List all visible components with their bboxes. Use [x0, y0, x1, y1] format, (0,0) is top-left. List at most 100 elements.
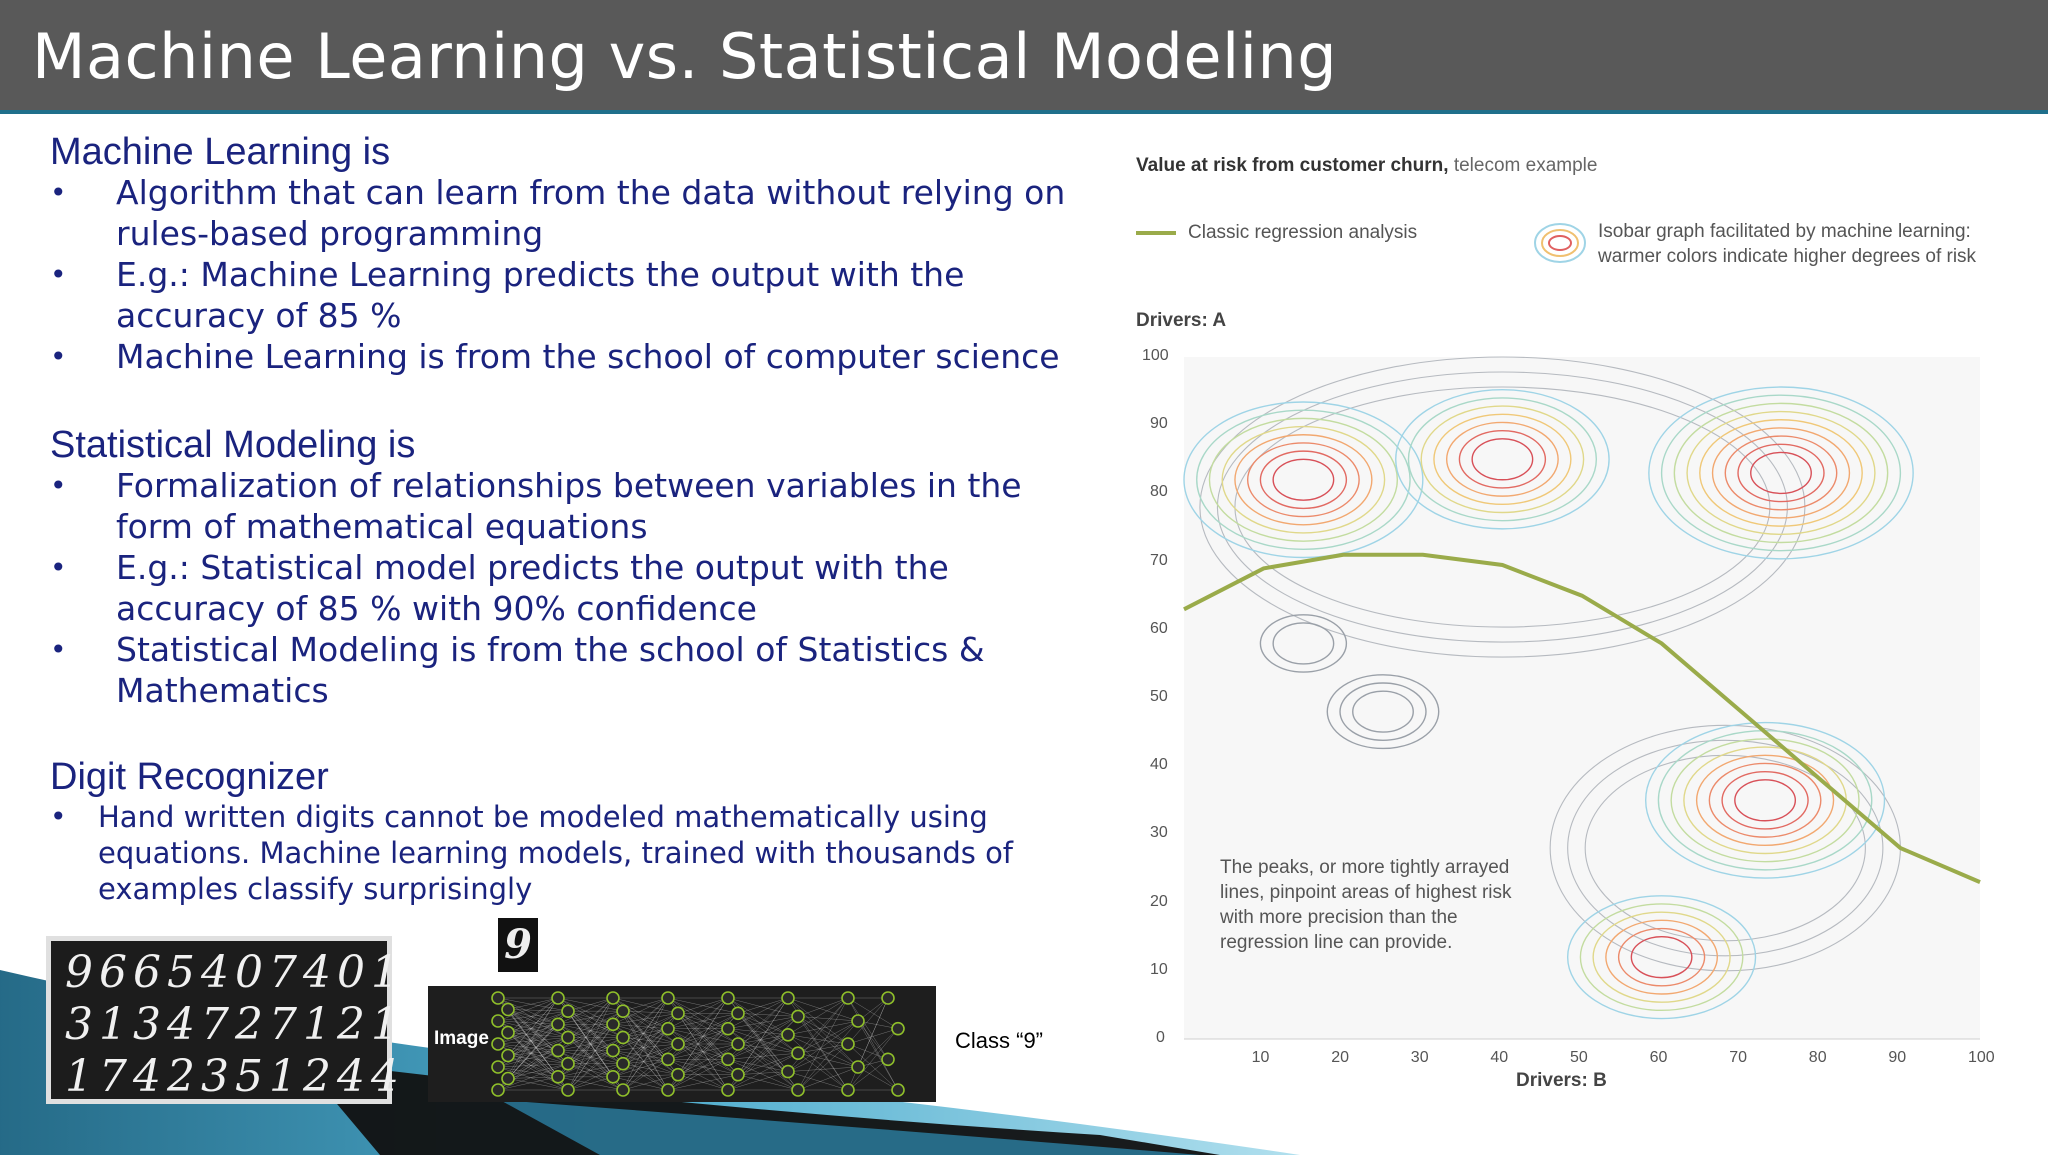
network-connection: [797, 1016, 849, 1091]
network-input-label: Image: [434, 1028, 489, 1049]
network-connection: [497, 1076, 559, 1091]
network-connection: [737, 1013, 789, 1072]
ml-bullet-list: Algorithm that can learn from the data w…: [50, 172, 1096, 377]
list-item: E.g.: Machine Learning predicts the outp…: [50, 254, 1096, 336]
network-connection: [787, 997, 859, 1068]
network-connection: [497, 1020, 559, 1025]
network-connection: [507, 1032, 559, 1078]
contour-line: [1711, 427, 1851, 519]
digit-row: 3134727121: [65, 999, 405, 1050]
network-connection: [787, 997, 849, 1035]
network-connection: [622, 1011, 669, 1060]
network-connection: [857, 1028, 899, 1068]
network-connection: [622, 1011, 669, 1091]
network-node: [881, 1052, 895, 1067]
network-connection: [727, 1059, 799, 1091]
network-connection: [797, 1053, 849, 1091]
network-node: [661, 991, 675, 1005]
network-node: [561, 1030, 575, 1045]
churn-risk-chart: Value at risk from customer churn, telec…: [1120, 145, 2000, 1105]
network-connection: [557, 997, 614, 1025]
network-connection: [787, 1034, 859, 1068]
network-connection: [787, 1066, 859, 1072]
network-connection: [737, 1034, 789, 1075]
contour-line: [1339, 682, 1427, 741]
slide-title: Machine Learning vs. Statistical Modelin…: [32, 20, 1338, 93]
network-connection: [667, 1059, 729, 1091]
network-connection: [622, 1013, 679, 1064]
network-connection: [797, 997, 849, 1054]
contour-line: [1352, 690, 1414, 733]
network-connection: [497, 1010, 569, 1022]
list-item: Machine Learning is from the school of c…: [50, 336, 1096, 377]
network-node: [791, 1046, 805, 1060]
network-node: [851, 1014, 865, 1028]
network-connection: [677, 997, 729, 1014]
contour-line: [1234, 386, 1771, 628]
y-tick-label: 0: [1156, 1029, 1165, 1046]
network-connection: [612, 1076, 669, 1091]
network-connection: [567, 1050, 614, 1091]
x-tick-label: 50: [1570, 1049, 1588, 1066]
network-connection: [667, 1074, 739, 1091]
network-connection: [727, 1053, 799, 1091]
contour-line: [1259, 450, 1348, 510]
contour-line: [1734, 779, 1797, 822]
network-connection: [847, 1043, 889, 1060]
network-node: [561, 1083, 575, 1097]
y-tick-label: 80: [1150, 483, 1168, 501]
network-node: [501, 1025, 515, 1040]
network-connection: [612, 1013, 679, 1051]
network-connection: [567, 997, 614, 1012]
network-connection: [737, 1074, 799, 1091]
network-connection: [557, 1050, 614, 1078]
y-tick-label: 100: [1142, 347, 1169, 364]
network-connection: [622, 1028, 669, 1038]
network-connection: [507, 1050, 559, 1079]
network-node: [781, 1064, 795, 1079]
neural-network-graph: [491, 991, 905, 1097]
x-tick-label: 20: [1331, 1049, 1349, 1066]
network-node: [551, 1043, 565, 1058]
network-node: [606, 991, 620, 1005]
network-connection: [507, 1009, 569, 1038]
network-node: [841, 1083, 855, 1097]
contour-line: [1708, 762, 1822, 838]
network-node: [781, 1027, 795, 1042]
network-connection: [667, 1043, 739, 1091]
contour-line: [1458, 429, 1547, 489]
network-connection: [507, 1078, 569, 1091]
network-node: [661, 1083, 675, 1097]
network-connection: [567, 997, 614, 1038]
network-connection: [847, 997, 899, 1029]
digit-heading: Digit Recognizer: [50, 756, 329, 798]
network-connection: [497, 1066, 569, 1091]
network-connection: [797, 997, 849, 1017]
legend-line-swatch: [1136, 230, 1176, 235]
stat-heading: Statistical Modeling is: [50, 424, 416, 466]
network-node: [561, 1004, 575, 1018]
x-tick-label: 80: [1808, 1049, 1827, 1066]
class-output-label: Class “9”: [955, 1028, 1044, 1053]
contour-line: [1395, 389, 1610, 530]
network-connection: [622, 997, 669, 1038]
network-connection: [507, 1024, 559, 1033]
network-connection: [507, 1009, 559, 1025]
contour-line: [1695, 754, 1835, 847]
network-node: [661, 1052, 675, 1067]
network-connection: [612, 1059, 669, 1078]
contour-line: [1605, 919, 1719, 995]
x-tick-label: 10: [1251, 1049, 1270, 1066]
legend-isobar: Isobar graph facilitated by machine lear…: [1598, 221, 1977, 267]
network-node: [551, 1070, 565, 1084]
network-connection: [847, 997, 889, 1091]
network-connection: [787, 997, 859, 1022]
network-connection: [507, 1032, 569, 1064]
network-node: [606, 1043, 620, 1058]
network-connection: [797, 1066, 859, 1091]
network-connection: [497, 1043, 569, 1064]
network-node: [841, 991, 855, 1005]
y-axis-label: Drivers: A: [1136, 310, 1227, 331]
network-connection: [727, 997, 789, 1029]
network-connection: [612, 1043, 679, 1078]
